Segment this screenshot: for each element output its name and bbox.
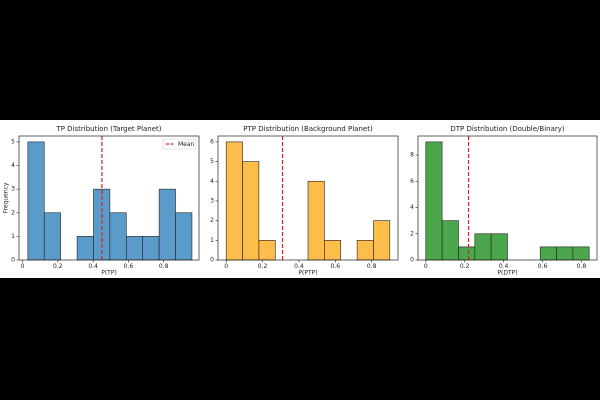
bar — [556, 246, 574, 261]
y-tick-label: 2 — [11, 209, 15, 216]
y-axis-label: Frequency — [3, 182, 10, 213]
y-tick-label: 8 — [410, 152, 414, 159]
bar — [76, 236, 94, 261]
bar — [441, 220, 459, 261]
x-tick-label: 0 — [424, 263, 428, 270]
legend-label: Mean — [178, 141, 195, 148]
y-tick-label: 4 — [410, 204, 414, 211]
x-tick-label: 0.8 — [367, 263, 377, 270]
bar — [539, 246, 557, 261]
y-tick-label: 6 — [410, 178, 414, 185]
y-tick-label: 4 — [11, 162, 15, 169]
bar — [225, 141, 243, 261]
bar — [125, 236, 144, 261]
bar — [258, 240, 276, 261]
bar — [242, 161, 260, 261]
y-tick-label: 1 — [210, 237, 214, 244]
axes-frame — [417, 135, 598, 261]
bar — [307, 180, 325, 261]
x-tick-label: 0.8 — [577, 263, 587, 270]
y-tick-label: 2 — [410, 230, 414, 237]
y-tick-label: 0 — [11, 257, 15, 264]
bar — [175, 212, 193, 261]
chart-title: TP Distribution (Target Planet) — [55, 125, 161, 133]
x-tick-label: 0 — [224, 263, 228, 270]
x-tick-label: 0.4 — [88, 263, 98, 270]
bar — [158, 188, 176, 261]
y-tick-label: 0 — [210, 257, 214, 264]
y-tick-label: 2 — [210, 217, 214, 224]
y-tick-label: 5 — [11, 138, 15, 145]
x-tick-label: 0.2 — [53, 263, 63, 270]
axes-frame — [217, 135, 399, 261]
y-tick-label: 5 — [210, 158, 214, 165]
bar — [142, 236, 160, 261]
y-tick-label: 4 — [210, 178, 214, 185]
bar — [356, 240, 374, 261]
bar — [324, 240, 342, 261]
x-tick-label: 0.2 — [258, 263, 268, 270]
x-tick-label: 0 — [21, 263, 25, 270]
y-tick-label: 1 — [11, 233, 15, 240]
bar — [425, 141, 443, 261]
bar — [490, 233, 508, 261]
x-tick-label: 0.2 — [460, 263, 470, 270]
x-axis-label: P(DTP) — [497, 270, 517, 277]
y-tick-label: 3 — [11, 186, 15, 193]
bar — [43, 212, 61, 261]
x-tick-label: 0.8 — [159, 263, 169, 270]
x-axis-label: P(PTP) — [298, 270, 317, 277]
bar — [474, 233, 492, 261]
x-axis-label: P(TP) — [101, 270, 117, 277]
bar — [373, 220, 391, 261]
y-tick-label: 3 — [210, 197, 214, 204]
y-tick-label: 0 — [410, 257, 414, 264]
legend-box — [162, 138, 197, 150]
bar — [109, 212, 127, 261]
x-tick-label: 0.6 — [124, 263, 134, 270]
chart-title: DTP Distribution (Double/Binary) — [450, 125, 565, 133]
chart-title: PTP Distribution (Background Planet) — [243, 125, 373, 133]
bar — [27, 141, 45, 261]
x-tick-label: 0.4 — [294, 263, 304, 270]
bar — [572, 246, 590, 261]
y-tick-label: 6 — [210, 138, 214, 145]
bar — [458, 246, 476, 261]
x-tick-label: 0.4 — [499, 263, 509, 270]
x-tick-label: 0.6 — [538, 263, 548, 270]
x-tick-label: 0.6 — [330, 263, 340, 270]
axes-frame — [18, 135, 200, 261]
